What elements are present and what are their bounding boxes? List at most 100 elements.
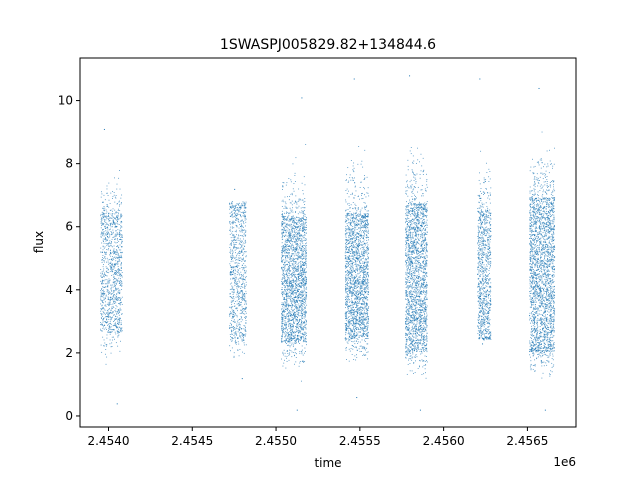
data-point (290, 246, 292, 248)
data-point (346, 303, 348, 305)
data-point (300, 319, 302, 321)
data-point (366, 312, 368, 314)
data-point (100, 213, 102, 215)
data-point (114, 236, 116, 238)
data-point (236, 287, 238, 289)
data-point (303, 210, 304, 212)
data-point (110, 346, 112, 348)
data-point (303, 336, 304, 338)
data-point (305, 335, 307, 336)
data-point (101, 318, 103, 319)
data-point (234, 327, 235, 329)
data-point (284, 324, 286, 326)
data-point (232, 286, 234, 288)
data-point (367, 274, 369, 276)
data-point (116, 330, 118, 332)
data-point (109, 303, 110, 305)
data-point (366, 284, 368, 286)
data-point (245, 290, 247, 292)
data-point (113, 294, 114, 296)
data-point (243, 248, 245, 250)
data-point (245, 277, 246, 279)
data-point (237, 310, 238, 312)
data-point (295, 306, 297, 307)
data-point (356, 305, 358, 307)
data-point (298, 299, 300, 301)
data-point (366, 263, 368, 265)
data-point (362, 232, 364, 234)
data-point (231, 323, 232, 325)
data-point (287, 238, 289, 240)
data-point (350, 337, 352, 339)
data-point (296, 245, 298, 247)
data-point (283, 255, 285, 257)
data-point (286, 238, 288, 240)
data-point (291, 280, 292, 282)
data-point (351, 284, 353, 286)
data-point (233, 266, 235, 268)
data-point (306, 286, 307, 288)
data-point (241, 267, 243, 268)
data-point (348, 274, 349, 276)
data-point (282, 189, 283, 190)
data-point (282, 312, 284, 314)
data-point (284, 299, 286, 300)
data-point (282, 365, 284, 367)
data-point (348, 286, 350, 288)
data-point (362, 307, 363, 309)
data-point (302, 240, 304, 242)
data-point (239, 235, 241, 237)
data-point (355, 299, 357, 301)
data-point (283, 277, 284, 279)
data-point (120, 225, 122, 227)
data-point (115, 211, 117, 213)
data-point (348, 309, 350, 311)
data-point (291, 285, 293, 287)
data-point (298, 307, 300, 309)
data-point (110, 252, 112, 254)
data-point (362, 318, 364, 320)
data-point (110, 253, 112, 255)
data-point (347, 217, 349, 219)
data-point (109, 299, 111, 301)
data-point (238, 280, 240, 282)
data-point (290, 282, 292, 284)
data-point (305, 282, 307, 284)
data-point (112, 236, 114, 238)
data-point (286, 252, 288, 254)
data-point (288, 268, 289, 270)
data-point (117, 262, 119, 264)
data-point (290, 202, 292, 204)
data-point (119, 326, 121, 328)
data-point (292, 260, 294, 261)
data-point (104, 272, 105, 274)
data-point (287, 228, 289, 230)
data-point (105, 363, 107, 365)
data-point (288, 281, 290, 283)
data-point (230, 274, 232, 276)
data-point (364, 271, 366, 273)
data-point (357, 299, 359, 301)
data-point (298, 337, 300, 339)
data-point (357, 291, 359, 293)
data-point (104, 216, 106, 218)
data-point (286, 275, 288, 277)
data-point (281, 223, 283, 225)
data-point (350, 279, 351, 281)
data-point (231, 282, 233, 284)
data-point (241, 301, 242, 303)
data-point (117, 217, 119, 219)
data-point (301, 289, 303, 291)
data-point (298, 294, 300, 296)
data-point (294, 302, 296, 304)
data-point (120, 251, 122, 253)
data-point (237, 203, 239, 205)
data-point (236, 265, 238, 267)
data-point (292, 163, 294, 165)
data-point (114, 310, 116, 312)
data-point (299, 324, 300, 326)
data-point (288, 266, 290, 267)
data-point (235, 213, 237, 215)
data-point (114, 323, 116, 325)
data-point (238, 330, 240, 331)
